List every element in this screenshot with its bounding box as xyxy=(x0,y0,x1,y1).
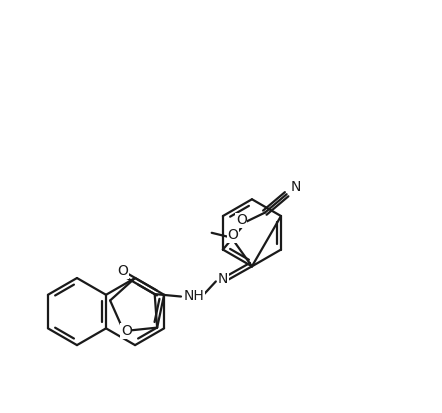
Text: N: N xyxy=(218,273,229,287)
Text: O: O xyxy=(121,324,132,338)
Text: O: O xyxy=(118,264,129,278)
Text: NH: NH xyxy=(183,289,204,303)
Text: N: N xyxy=(290,180,301,195)
Text: O: O xyxy=(236,214,247,228)
Text: O: O xyxy=(227,228,238,242)
